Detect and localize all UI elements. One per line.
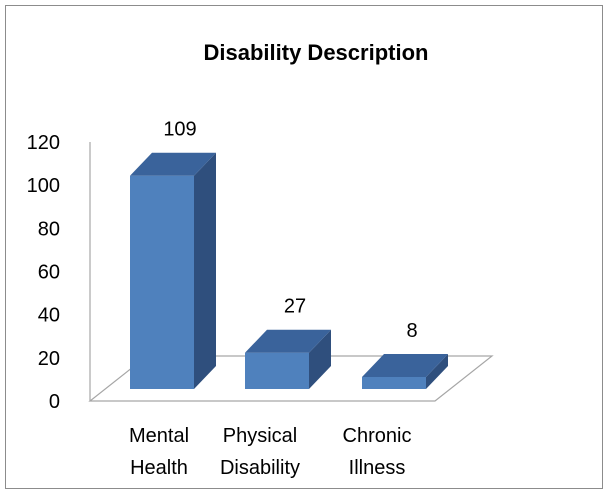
chart-title: Disability Description	[204, 40, 429, 65]
data-label: 8	[406, 320, 417, 342]
y-tick-label: 60	[38, 262, 60, 284]
bar-top	[362, 354, 448, 377]
chart-axes	[88, 142, 494, 402]
data-label: 109	[163, 119, 196, 141]
y-tick-label: 80	[38, 218, 60, 240]
bar	[362, 354, 448, 389]
data-labels: 109 27 8	[163, 119, 417, 342]
category-label: Disability	[220, 457, 300, 479]
bar-side	[194, 152, 216, 389]
bar	[130, 152, 216, 389]
y-tick-label: 120	[27, 132, 60, 154]
bars	[130, 152, 448, 389]
y-tick-label: 40	[38, 305, 60, 327]
bar-front	[130, 175, 194, 389]
chart-floor	[88, 355, 494, 402]
y-tick-label: 100	[27, 175, 60, 197]
bar-front	[362, 377, 426, 389]
y-axis-ticks: 0 20 40 60 80 100 120	[27, 132, 60, 413]
bar	[245, 329, 331, 389]
category-label: Chronic	[343, 425, 412, 447]
category-label: Illness	[349, 457, 406, 479]
y-tick-label: 0	[49, 391, 60, 413]
bar-top	[130, 152, 216, 176]
chart-frame	[5, 5, 603, 489]
category-label: Mental	[129, 425, 189, 447]
category-label: Health	[130, 457, 188, 479]
bar-side	[426, 354, 448, 389]
category-labels: Mental Health Physical Disability Chronic Ill…	[129, 425, 411, 479]
category-label: Physical	[223, 425, 297, 447]
data-label: 27	[284, 296, 306, 318]
bar-top	[245, 329, 331, 353]
bar-side	[309, 329, 331, 389]
bar-front	[245, 352, 309, 389]
y-tick-label: 20	[38, 348, 60, 370]
